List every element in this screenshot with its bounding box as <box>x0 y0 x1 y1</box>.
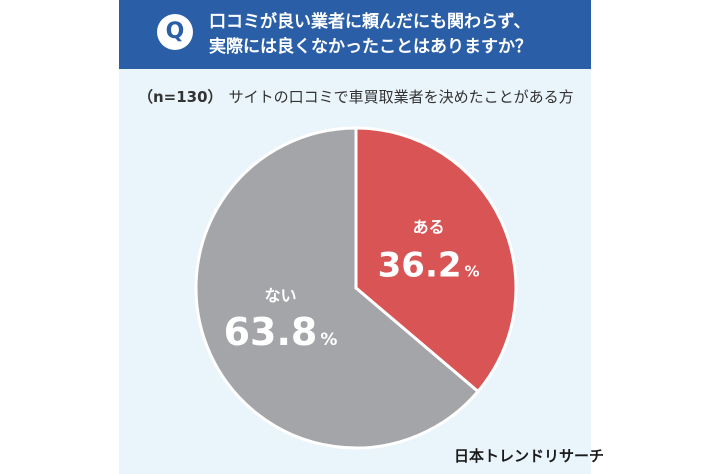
question-text-line-1: 口コミが良い業者に頼んだにも関わらず、 <box>209 12 531 32</box>
sample-size: （n=130） <box>138 88 223 106</box>
pie-slice-1 <box>354 126 518 394</box>
slice-label-2: ない <box>264 286 296 305</box>
chart-panel: Q 口コミが良い業者に頼んだにも関わらず、 実際には良くなかったことはありますか… <box>119 0 604 474</box>
question-text-line-2: 実際には良くなかったことはありますか？ <box>209 37 532 57</box>
slice-value-2: 63.8% <box>224 310 338 354</box>
slice-value-1: 36.2% <box>378 245 480 285</box>
pie-slices <box>194 126 518 450</box>
pie-labels: ある 36.2 % ない 63.8% <box>224 217 480 354</box>
sample-caption: サイトの口コミで車買取業者を決めたことがある方 <box>228 88 574 106</box>
source-credit: 日本トレンドリサーチ <box>454 447 605 465</box>
pie-slice-2 <box>194 126 481 450</box>
sample-description: （n=130） サイトの口コミで車買取業者を決めたことがある方 <box>138 86 574 107</box>
question-header: Q 口コミが良い業者に頼んだにも関わらず、 実際には良くなかったことはありますか… <box>119 0 591 69</box>
pie-chart: ある 36.2 % ない 63.8% <box>194 126 518 450</box>
slice-label-1: ある <box>413 217 445 236</box>
question-badge: Q <box>157 14 193 50</box>
